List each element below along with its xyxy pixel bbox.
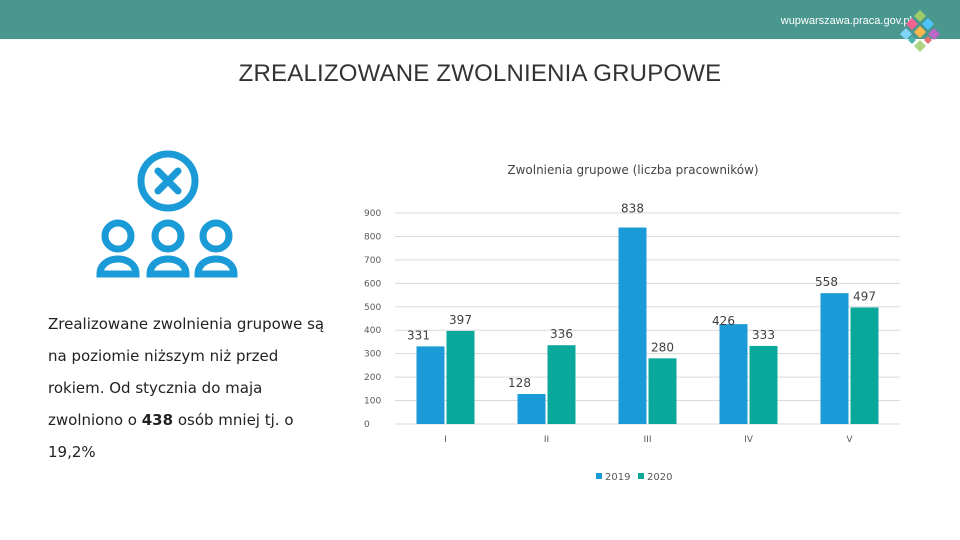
- y-tick-label: 0: [364, 420, 370, 430]
- description-line: Zrealizowane zwolnienia grupowe są: [48, 315, 325, 333]
- y-tick-label: 900: [364, 209, 381, 219]
- description-line: zwolniono o 438 osób mniej tj. o: [48, 411, 294, 429]
- y-tick-label: 300: [364, 350, 381, 360]
- bar-2020-II: [547, 345, 576, 424]
- data-label: 558: [815, 275, 838, 289]
- y-tick-label: 100: [364, 397, 381, 407]
- chart-title: Zwolnienia grupowe (liczba pracowników): [507, 163, 758, 177]
- bar-2019-II: [517, 393, 546, 424]
- mosaic-logo-icon: [900, 10, 940, 52]
- bar-2020-IV: [749, 345, 778, 424]
- legend-swatch: [596, 473, 602, 479]
- x-tick-label: I: [444, 435, 447, 445]
- data-label: 280: [651, 340, 674, 354]
- data-label: 397: [449, 313, 472, 327]
- data-label: 838: [621, 202, 644, 216]
- legend-label: 2020: [647, 472, 672, 483]
- data-label: 333: [752, 328, 775, 342]
- x-tick-label: IV: [744, 435, 754, 445]
- data-label: 426: [712, 314, 735, 328]
- y-tick-label: 500: [364, 303, 381, 313]
- description-line: rokiem. Od stycznia do maja: [48, 379, 263, 397]
- site-url[interactable]: wupwarszawa.praca.gov.pl: [780, 15, 912, 27]
- y-tick-label: 800: [364, 232, 381, 242]
- bar-2020-I: [446, 330, 475, 424]
- layoffs-bar-chart: Zwolnienia grupowe (liczba pracowników) 0…: [364, 163, 900, 483]
- data-label: 497: [853, 289, 876, 303]
- x-tick-label: III: [644, 435, 652, 445]
- bar-2020-III: [648, 358, 677, 424]
- y-tick-label: 400: [364, 326, 381, 336]
- highlight-number: 438: [141, 411, 174, 429]
- bar-2019-III: [618, 227, 647, 424]
- page-title: ZREALIZOWANE ZWOLNIENIA GRUPOWE: [238, 60, 722, 87]
- data-label: 128: [508, 376, 531, 390]
- bar-2019-V: [820, 293, 849, 424]
- description-line: 19,2%: [48, 443, 96, 461]
- data-label: 331: [407, 328, 430, 342]
- data-label: 336: [550, 327, 573, 341]
- bar-2019-IV: [719, 324, 748, 424]
- people-remove-icon: [96, 150, 238, 278]
- y-tick-label: 600: [364, 279, 381, 289]
- y-tick-label: 200: [364, 373, 381, 383]
- bar-2019-I: [416, 346, 445, 424]
- x-tick-label: II: [544, 435, 549, 445]
- description-text: Zrealizowane zwolnienia grupowe są na po…: [48, 308, 348, 468]
- bar-2020-V: [850, 307, 879, 424]
- x-tick-label: V: [846, 435, 853, 445]
- header-bar: wupwarszawa.praca.gov.pl: [0, 0, 960, 39]
- legend-label: 2019: [605, 472, 630, 483]
- legend-swatch: [638, 473, 644, 479]
- y-tick-label: 700: [364, 256, 381, 266]
- description-line: na poziomie niższym niż przed: [48, 347, 279, 365]
